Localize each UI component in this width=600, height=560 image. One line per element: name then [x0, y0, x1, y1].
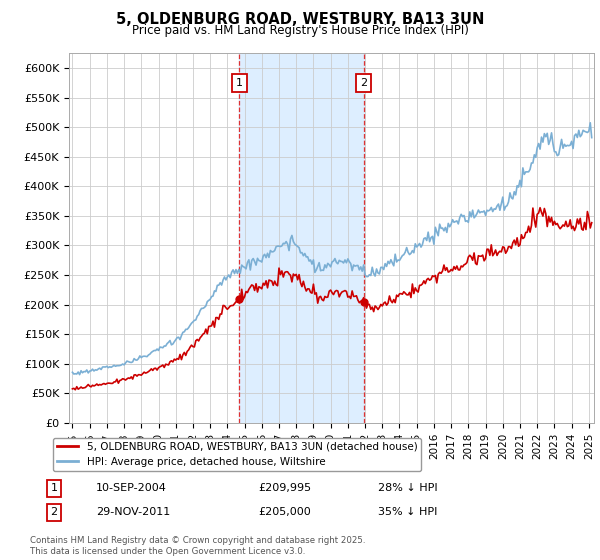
Text: 2: 2: [360, 78, 367, 88]
Text: 28% ↓ HPI: 28% ↓ HPI: [378, 483, 437, 493]
Bar: [239, 53, 364, 423]
Text: 1: 1: [50, 483, 58, 493]
Text: Price paid vs. HM Land Registry's House Price Index (HPI): Price paid vs. HM Land Registry's House …: [131, 24, 469, 36]
Text: 2: 2: [50, 507, 58, 517]
Text: Contains HM Land Registry data © Crown copyright and database right 2025.
This d: Contains HM Land Registry data © Crown c…: [30, 536, 365, 556]
Text: 29-NOV-2011: 29-NOV-2011: [96, 507, 170, 517]
Text: 35% ↓ HPI: 35% ↓ HPI: [378, 507, 437, 517]
Text: £209,995: £209,995: [258, 483, 311, 493]
Legend: 5, OLDENBURG ROAD, WESTBURY, BA13 3UN (detached house), HPI: Average price, deta: 5, OLDENBURG ROAD, WESTBURY, BA13 3UN (d…: [53, 437, 421, 471]
Text: 1: 1: [236, 78, 243, 88]
Text: 10-SEP-2004: 10-SEP-2004: [96, 483, 167, 493]
Text: 5, OLDENBURG ROAD, WESTBURY, BA13 3UN: 5, OLDENBURG ROAD, WESTBURY, BA13 3UN: [116, 12, 484, 27]
Text: £205,000: £205,000: [258, 507, 311, 517]
